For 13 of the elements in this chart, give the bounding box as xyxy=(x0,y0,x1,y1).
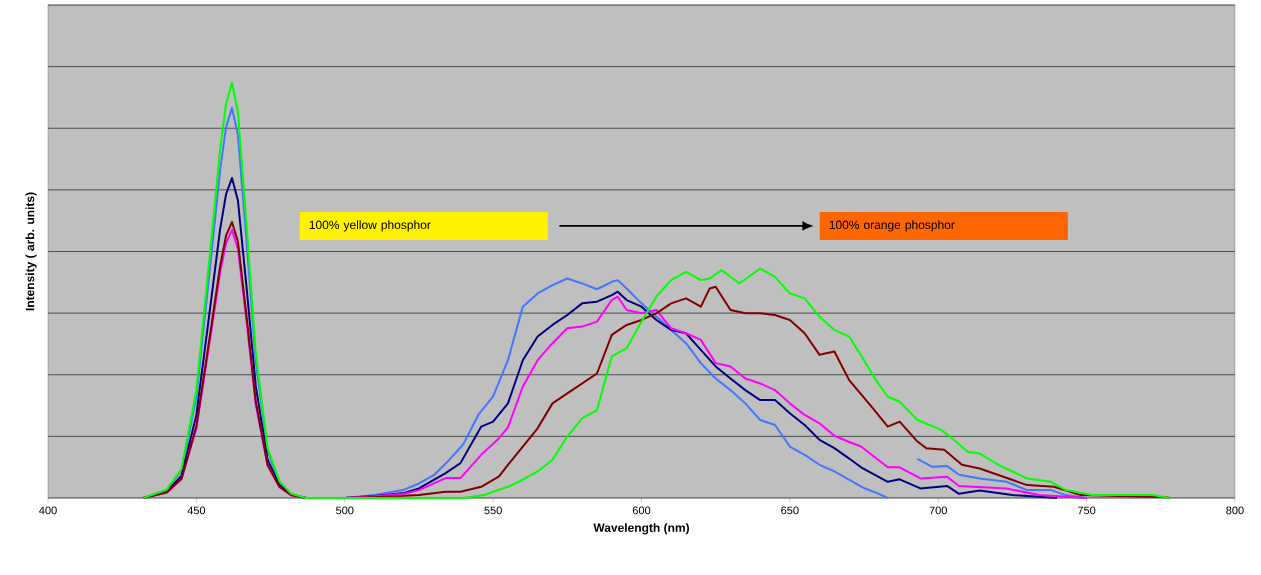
y-axis-title: Intensity ( arb. units) xyxy=(25,192,37,311)
x-tick-label: 550 xyxy=(484,506,502,515)
x-tick-label: 650 xyxy=(781,506,799,515)
x-axis-title: Wavelength (nm) xyxy=(593,523,689,535)
x-tick-label: 600 xyxy=(632,506,651,515)
x-tick-label: 800 xyxy=(1226,506,1244,515)
x-tick-label: 750 xyxy=(1077,506,1096,515)
annotation: 100% yellow phosphor xyxy=(309,220,431,232)
x-tick-label: 400 xyxy=(39,506,57,515)
x-tick-label: 500 xyxy=(336,506,354,515)
x-tick-label: 700 xyxy=(929,506,947,515)
x-tick-label: 450 xyxy=(187,506,206,515)
annotation: 100% orange phosphor xyxy=(829,220,955,232)
